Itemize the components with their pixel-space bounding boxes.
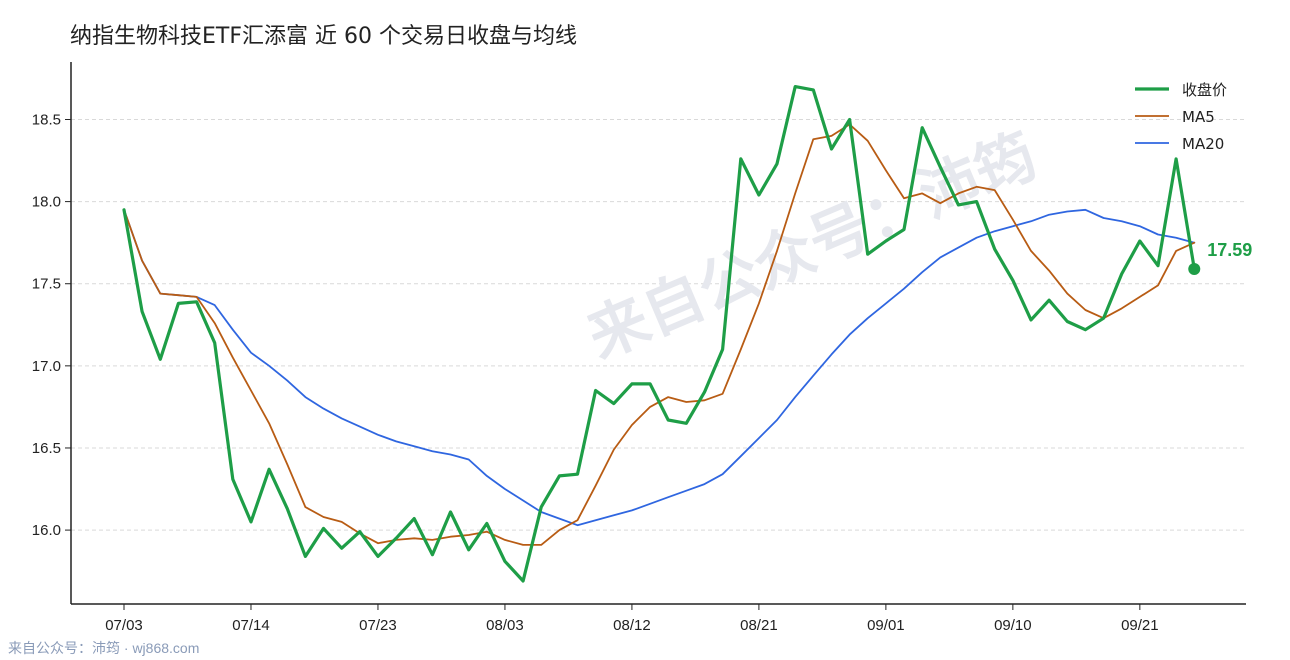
y-tick-label: 17.0 (32, 358, 61, 375)
x-tick-label: 07/23 (359, 617, 397, 634)
y-tick-label: 16.5 (32, 440, 61, 457)
x-tick-label: 08/03 (486, 617, 524, 634)
legend-label: 收盘价 (1182, 81, 1227, 99)
series-lines: 17.59 (122, 84, 1252, 583)
legend: 收盘价 MA5 MA20 (1135, 81, 1227, 153)
watermark: 来自公众号：沛筠 (578, 121, 1047, 373)
legend-label: MA5 (1182, 108, 1215, 126)
last-close-marker (1188, 262, 1201, 275)
close-price-line (122, 84, 1196, 583)
x-tick-label: 08/21 (740, 617, 778, 634)
chart-title: 纳指生物科技ETF汇添富 近 60 个交易日收盘与均线 (70, 24, 577, 49)
y-tick-label: 17.5 (32, 276, 61, 293)
source-note: 来自公众号：沛筠 · wj868.com (8, 640, 200, 656)
x-tick-label: 07/14 (232, 617, 270, 634)
x-tick-label: 09/21 (1121, 617, 1159, 634)
y-tick-label: 18.5 (32, 111, 61, 128)
legend-label: MA20 (1182, 135, 1224, 153)
y-tick-label: 18.0 (32, 194, 61, 211)
axes: 16.0 16.5 17.0 17.5 18.0 18.5 07/03 07/14 07/23 0… (32, 62, 1246, 634)
x-tick-label: 09/10 (994, 617, 1032, 634)
ma20-line (123, 208, 1196, 527)
last-close-label: 17.59 (1207, 240, 1252, 260)
x-tick-label: 08/12 (613, 617, 651, 634)
x-tick-label: 09/01 (867, 617, 905, 634)
x-tick-label: 07/03 (105, 617, 143, 634)
y-tick-label: 16.0 (32, 522, 61, 539)
